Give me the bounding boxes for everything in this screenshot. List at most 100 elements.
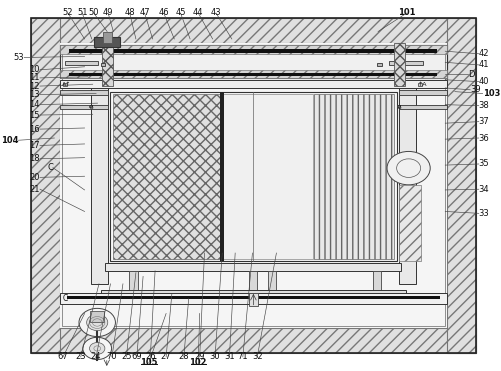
Text: 67: 67	[58, 352, 68, 361]
Bar	[65, 61, 98, 65]
Text: 105: 105	[140, 358, 157, 367]
Text: 33: 33	[478, 209, 488, 218]
Text: 30: 30	[209, 352, 220, 361]
Bar	[267, 271, 276, 295]
Circle shape	[83, 337, 111, 359]
Text: 29: 29	[194, 352, 204, 361]
Bar	[398, 88, 415, 283]
Bar	[219, 92, 223, 261]
Text: B: B	[89, 105, 93, 110]
Bar	[248, 293, 258, 306]
Bar	[396, 105, 400, 107]
Bar	[389, 61, 422, 65]
Text: 69: 69	[131, 352, 142, 361]
Bar	[88, 105, 92, 107]
Bar	[31, 328, 475, 353]
Bar	[103, 32, 111, 43]
Text: 18: 18	[29, 154, 40, 163]
Text: 102: 102	[189, 358, 206, 367]
Text: 37: 37	[478, 117, 488, 126]
Text: 14: 14	[30, 100, 40, 109]
Text: C: C	[47, 163, 53, 172]
Text: 71: 71	[237, 352, 247, 361]
Text: 26: 26	[145, 352, 155, 361]
Text: 44: 44	[192, 9, 203, 17]
Text: 20: 20	[30, 173, 40, 182]
Bar	[446, 18, 475, 353]
Circle shape	[79, 308, 115, 336]
Text: 17: 17	[29, 141, 40, 150]
Text: 41: 41	[478, 60, 488, 69]
Text: 103: 103	[481, 89, 499, 98]
Text: 32: 32	[252, 352, 262, 361]
Circle shape	[386, 151, 429, 185]
Text: 40: 40	[478, 77, 488, 86]
Bar	[105, 263, 401, 271]
Bar	[60, 90, 108, 95]
Bar	[102, 43, 112, 86]
Text: 46: 46	[158, 9, 169, 17]
Text: 13: 13	[29, 90, 40, 99]
Bar	[129, 271, 138, 295]
Circle shape	[89, 342, 105, 354]
Circle shape	[87, 314, 108, 331]
Bar	[60, 45, 446, 78]
Bar	[110, 92, 396, 261]
Bar	[60, 293, 446, 304]
Text: 28: 28	[178, 352, 189, 361]
Bar	[398, 90, 446, 95]
Text: 36: 36	[478, 134, 488, 142]
Bar	[314, 94, 393, 259]
Text: 104: 104	[1, 136, 19, 145]
Text: 31: 31	[223, 352, 234, 361]
Text: 34: 34	[478, 185, 488, 194]
Text: 42: 42	[478, 49, 488, 58]
Bar	[393, 43, 404, 86]
Text: 25: 25	[121, 352, 131, 361]
Bar	[60, 105, 108, 109]
Bar	[90, 311, 104, 322]
Text: 49: 49	[103, 9, 113, 17]
Bar	[60, 45, 446, 54]
Bar	[417, 83, 421, 86]
Text: 23: 23	[75, 352, 86, 361]
Text: 38: 38	[478, 101, 488, 110]
Text: 101: 101	[397, 9, 415, 17]
Text: 53: 53	[14, 53, 24, 62]
Bar	[31, 18, 475, 43]
Text: 27: 27	[160, 352, 171, 361]
Bar	[398, 105, 446, 109]
Text: 52: 52	[63, 9, 73, 17]
Bar	[69, 73, 436, 76]
Text: 35: 35	[478, 160, 488, 168]
Bar	[100, 290, 405, 295]
Bar	[62, 45, 444, 326]
Bar	[60, 70, 446, 78]
Text: 16: 16	[29, 125, 40, 134]
Bar	[372, 271, 381, 295]
Text: B: B	[397, 105, 400, 110]
Bar	[248, 271, 257, 295]
Text: 12: 12	[30, 82, 40, 91]
Bar	[63, 83, 67, 86]
Text: 43: 43	[210, 9, 221, 17]
Text: 15: 15	[30, 111, 40, 119]
Text: 10: 10	[30, 65, 40, 74]
Bar	[398, 185, 420, 261]
Text: 24: 24	[91, 352, 101, 361]
Text: 51: 51	[77, 9, 87, 17]
Bar	[31, 18, 60, 353]
Text: 45: 45	[175, 9, 185, 17]
Text: 21: 21	[30, 185, 40, 194]
Text: C: C	[62, 294, 67, 303]
Bar	[69, 49, 436, 53]
Bar	[377, 63, 381, 66]
Text: 50: 50	[88, 9, 99, 17]
Bar	[112, 94, 221, 259]
Text: D: D	[467, 70, 474, 79]
Text: 47: 47	[139, 9, 149, 17]
Text: ↑A: ↑A	[416, 82, 426, 87]
Text: A↑: A↑	[62, 82, 72, 87]
Bar	[60, 43, 446, 328]
Bar	[67, 296, 439, 299]
